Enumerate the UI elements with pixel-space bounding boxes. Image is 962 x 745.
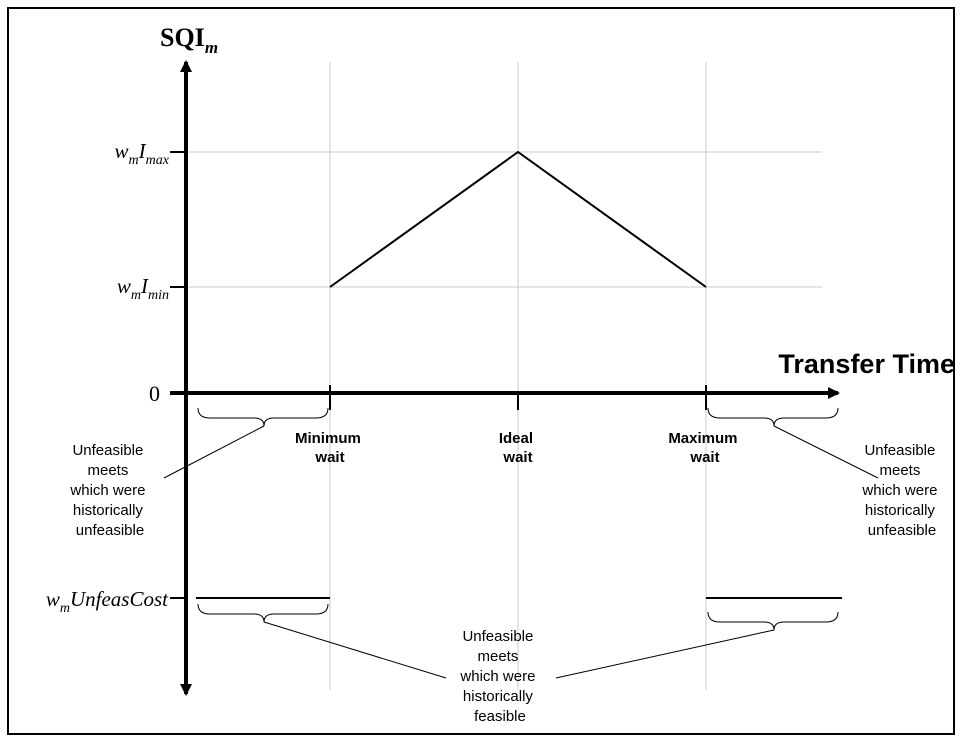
y-axis-title: SQIm [160,23,218,57]
annotation-left-unfeasible: Unfeasible meets which were historically… [69,442,149,539]
annotation-right-unfeasible: Unfeasible meets which were historically… [861,442,941,539]
brace-right-bottom [707,611,839,631]
y-ticks [170,151,186,599]
x-ticks [329,385,707,410]
x-axis-title: Transfer Time [778,349,955,379]
leader-left-top [163,425,265,479]
outer-frame [7,7,955,735]
leader-right-top [773,425,879,479]
leader-left-bottom [263,621,447,679]
brace-left-top [197,407,329,427]
brace-left-bottom [197,603,329,623]
y-label-unfeas-cost: wmUnfeasCost [46,587,169,616]
annotation-bottom-feasible: Unfeasible meets which were historically… [459,628,539,725]
x-tick-label-min-wait: Minimum wait [295,430,365,466]
x-tick-label-max-wait: Maximum wait [668,430,741,466]
y-label-imin: wmImin [117,274,169,303]
brace-right-top [707,407,839,427]
leader-lines [163,425,879,679]
sqi-curve [329,150,707,288]
leader-right-bottom [555,629,775,679]
gridlines [186,62,822,690]
y-label-imax: wmImax [115,139,170,168]
y-label-zero: 0 [149,381,160,406]
x-tick-label-ideal-wait: Ideal wait [499,430,537,466]
